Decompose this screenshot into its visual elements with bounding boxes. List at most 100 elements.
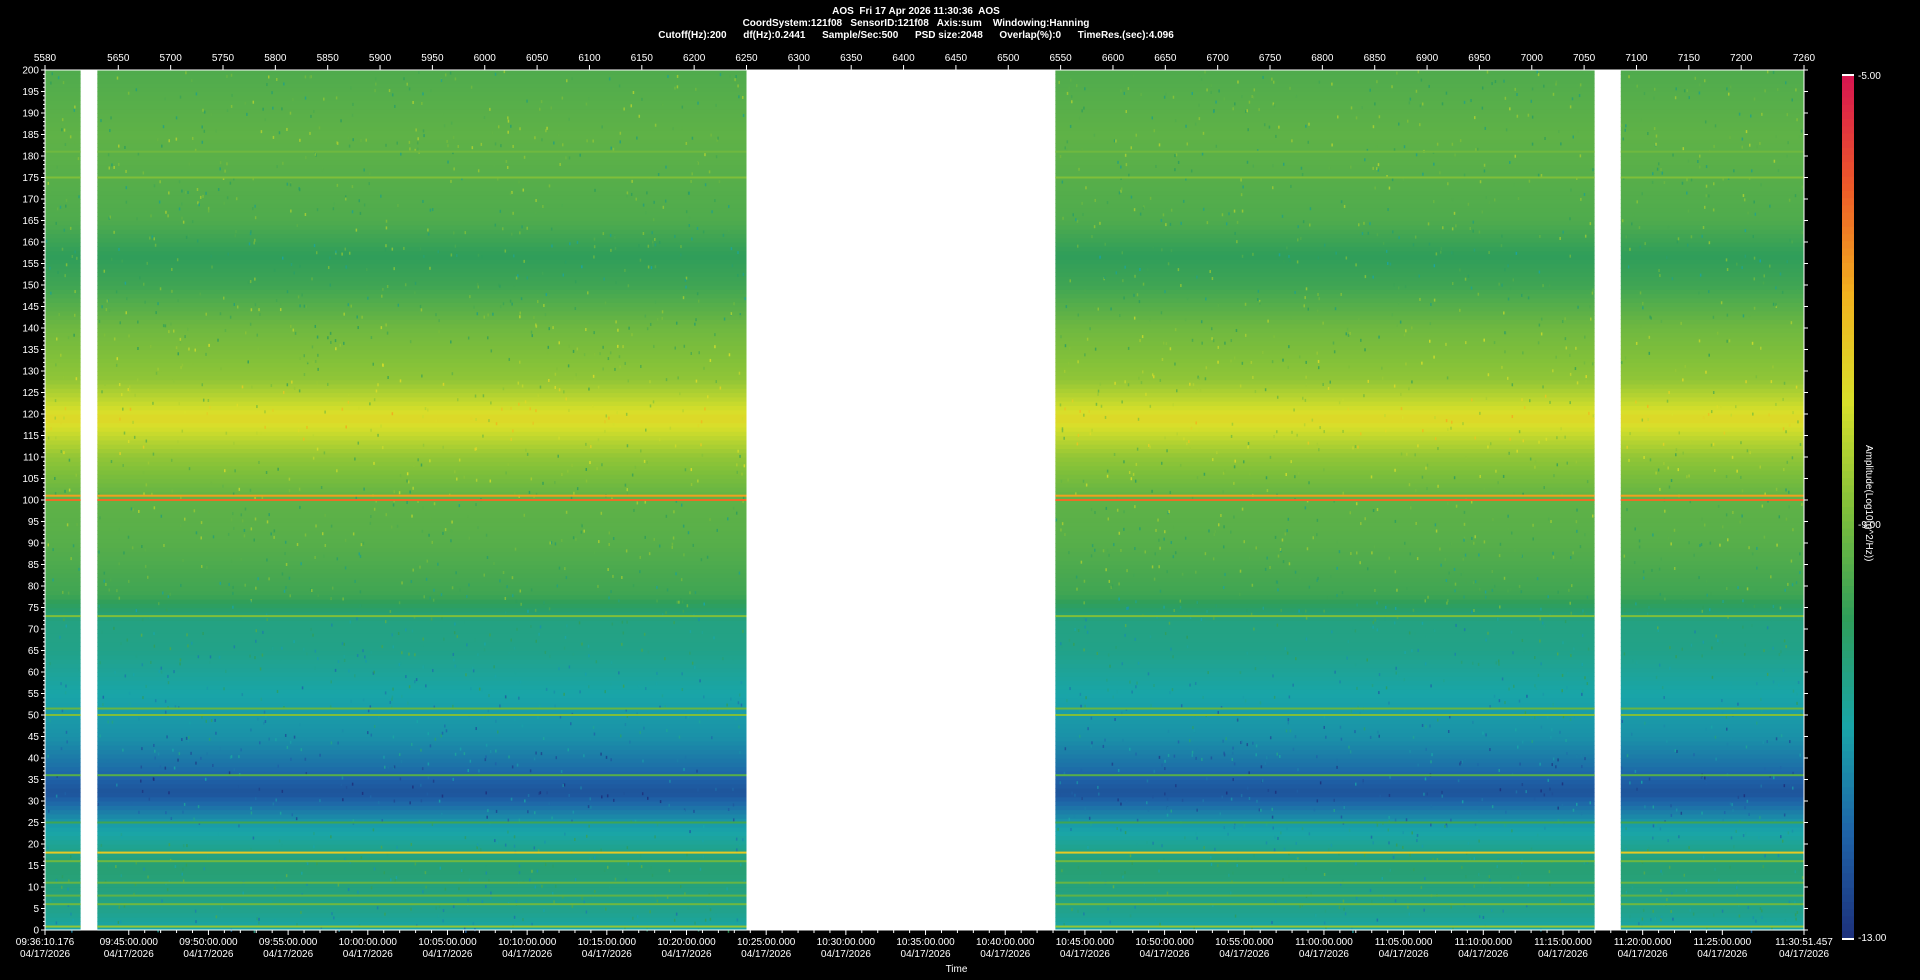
spectrum-speckle: [168, 191, 170, 195]
spectrum-speckle: [50, 427, 52, 431]
spectrum-speckle: [1509, 160, 1511, 164]
spectrum-speckle: [437, 562, 439, 566]
spectrum-speckle: [1647, 132, 1649, 136]
spectrum-band: [1620, 521, 1804, 527]
spectrum-speckle: [1089, 432, 1092, 436]
spectrum-speckle: [232, 492, 235, 496]
spectrum-band: [45, 555, 81, 561]
spectrum-speckle: [243, 534, 246, 538]
spectrum-band: [1055, 646, 1595, 652]
spectrum-speckle: [481, 255, 483, 259]
spectrum-speckle: [181, 738, 183, 742]
spectrum-band: [97, 160, 747, 166]
spectral-line: [97, 774, 747, 777]
spectrum-speckle: [685, 285, 687, 289]
spectrum-speckle: [732, 803, 735, 807]
spectrum-speckle: [65, 263, 68, 267]
spectrum-speckle: [1272, 826, 1275, 830]
spectrum-speckle: [1403, 678, 1406, 682]
spectrum-speckle: [261, 653, 264, 657]
spectrum-speckle: [133, 892, 135, 896]
spectrum-speckle: [1253, 627, 1255, 631]
spectrum-speckle: [1562, 641, 1564, 645]
spectrum-speckle: [1445, 822, 1448, 826]
spectrum-speckle: [510, 437, 512, 441]
spectrum-speckle: [1581, 633, 1584, 637]
spectrum-speckle: [345, 786, 348, 790]
spectrum-band: [1620, 306, 1804, 312]
spectrum-speckle: [578, 621, 581, 625]
spectrum-speckle: [139, 276, 141, 280]
spectrum-band: [1620, 237, 1804, 243]
spectrum-speckle: [1239, 384, 1242, 388]
spectrum-speckle: [1573, 647, 1575, 651]
spectrum-speckle: [1308, 832, 1311, 836]
spectrum-speckle: [644, 687, 647, 691]
spectrum-speckle: [1644, 805, 1646, 809]
spectrum-speckle: [568, 117, 570, 121]
spectrum-speckle: [304, 533, 307, 537]
spectrum-speckle: [592, 404, 594, 408]
spectrum-speckle: [1517, 196, 1520, 200]
spectrum-speckle: [1272, 102, 1275, 106]
spectrum-speckle: [1503, 311, 1505, 315]
spectrum-speckle: [1507, 514, 1509, 518]
spectrum-band: [1055, 654, 1595, 660]
spectrum-speckle: [589, 797, 591, 801]
spectrum-speckle: [179, 524, 182, 528]
spectrum-band: [1620, 607, 1804, 613]
spectrum-band: [45, 353, 81, 359]
spectrum-speckle: [409, 147, 411, 151]
spectrum-speckle: [647, 265, 650, 269]
spectrum-speckle: [1334, 670, 1336, 674]
spectrum-speckle: [224, 169, 226, 173]
spectrum-speckle: [316, 335, 319, 339]
spectrum-speckle: [254, 216, 257, 220]
spectrum-speckle: [563, 390, 565, 394]
spectrum-speckle: [416, 720, 419, 724]
spectrum-speckle: [362, 541, 365, 545]
spectrum-speckle: [459, 747, 462, 751]
spectrum-band: [45, 211, 81, 217]
spectrum-band: [45, 379, 81, 385]
spectrum-speckle: [538, 107, 541, 111]
spectrum-speckle: [1213, 533, 1216, 537]
spectrum-speckle: [1393, 283, 1395, 287]
spectrum-speckle: [485, 865, 487, 869]
spectrum-band: [1620, 349, 1804, 355]
spectrum-band: [1620, 74, 1804, 80]
spectrum-speckle: [513, 835, 516, 839]
spectrum-speckle: [1236, 718, 1239, 722]
spectrum-band: [45, 272, 81, 277]
spectrum-band: [45, 444, 81, 449]
spectrum-band: [97, 766, 747, 772]
spectrum-speckle: [1234, 914, 1237, 918]
spectrum-speckle: [1222, 490, 1224, 494]
spectrum-speckle: [1160, 311, 1163, 315]
spectrum-speckle: [1106, 678, 1108, 682]
spectrum-band: [1055, 650, 1595, 656]
spectrum-speckle: [141, 663, 144, 667]
spectrum-speckle: [268, 737, 270, 741]
spectrum-band: [45, 766, 81, 772]
spectrum-speckle: [1426, 463, 1429, 467]
spectrum-speckle: [1343, 805, 1346, 809]
spectrum-speckle: [1504, 331, 1506, 335]
spectrum-speckle: [282, 161, 284, 165]
spectrum-speckle: [1217, 345, 1220, 349]
spectrum-speckle: [64, 792, 67, 796]
spectrum-speckle: [1569, 401, 1571, 405]
spectrum-speckle: [1738, 112, 1741, 116]
spectrum-speckle: [489, 479, 492, 483]
spectrum-speckle: [1740, 475, 1742, 479]
spectrum-speckle: [47, 754, 49, 758]
spectrum-speckle: [1638, 539, 1641, 543]
spectrum-speckle: [1653, 127, 1656, 131]
spectrum-speckle: [1762, 865, 1765, 869]
spectrum-band: [97, 95, 747, 101]
spectrum-speckle: [534, 811, 536, 815]
spectrum-speckle: [1084, 353, 1086, 357]
spectrum-speckle: [585, 328, 587, 332]
spectrum-band: [97, 151, 747, 157]
spectrum-speckle: [442, 445, 444, 449]
